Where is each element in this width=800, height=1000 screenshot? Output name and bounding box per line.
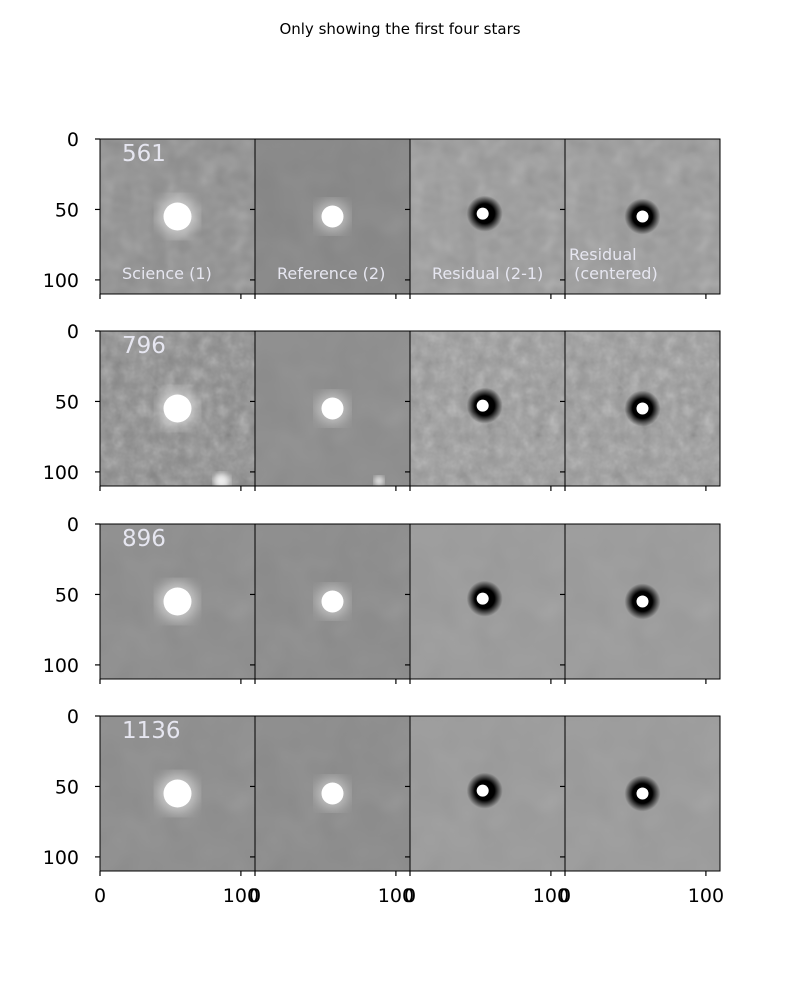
star-source — [321, 205, 344, 228]
y-tick-label: 100 — [43, 847, 79, 869]
y-tick-label: 50 — [55, 199, 79, 221]
column-label-reference: Reference (2) — [277, 264, 385, 283]
star-source — [321, 397, 344, 420]
panel-1136-science: 1136 — [99, 715, 256, 872]
column-label-residual: Residual (2-1) — [432, 264, 543, 283]
panel-561-science: Science (1) 561 — [99, 138, 256, 295]
panel-796-residual_centered — [564, 330, 721, 487]
star-source — [163, 394, 192, 423]
panel-896-reference — [254, 523, 411, 680]
panel-896-residual — [409, 523, 566, 680]
panel-1136-residual_centered — [564, 715, 721, 872]
panel-561-residual_centered: Residual (centered) — [564, 138, 721, 295]
panel-561-residual: Residual (2-1) — [409, 138, 566, 295]
star-source — [163, 587, 192, 616]
column-label-residual_centered: Residual (centered) — [569, 245, 658, 283]
y-tick-label: 0 — [67, 321, 79, 343]
residual-core — [476, 207, 489, 220]
panel-796-science: 796 — [99, 330, 256, 487]
residual-core — [476, 592, 489, 605]
star-source — [321, 782, 344, 805]
star-id-896: 896 — [122, 526, 166, 552]
y-tick-label: 100 — [43, 462, 79, 484]
panel-frame — [564, 138, 721, 295]
x-tick-label: 0 — [404, 885, 416, 907]
y-tick-label: 50 — [55, 584, 79, 606]
neighbor-source — [374, 476, 384, 486]
residual-core — [636, 402, 649, 415]
star-source — [163, 202, 192, 231]
star-source — [163, 779, 192, 808]
star-source — [321, 590, 344, 613]
y-tick-label: 50 — [55, 391, 79, 413]
x-tick-label: 100 — [533, 885, 569, 907]
y-tick-label: 100 — [43, 270, 79, 292]
x-tick-label: 100 — [688, 885, 724, 907]
panel-1136-residual — [409, 715, 566, 872]
star-id-796: 796 — [122, 333, 166, 359]
panel-896-science: 896 — [99, 523, 256, 680]
y-tick-label: 50 — [55, 776, 79, 798]
column-label-science: Science (1) — [122, 264, 212, 283]
residual-core — [636, 210, 649, 223]
x-tick-label: 0 — [249, 885, 261, 907]
y-tick-label: 100 — [43, 655, 79, 677]
residual-core — [476, 784, 489, 797]
x-tick-label: 0 — [559, 885, 571, 907]
panel-1136-reference — [254, 715, 411, 872]
panel-frame — [564, 523, 721, 680]
figure-suptitle: Only showing the first four stars — [279, 20, 520, 38]
x-tick-label: 100 — [378, 885, 414, 907]
x-tick-label: 100 — [223, 885, 259, 907]
panel-796-reference — [254, 330, 411, 487]
y-tick-label: 0 — [67, 514, 79, 536]
panel-796-residual — [409, 330, 566, 487]
panel-896-residual_centered — [564, 523, 721, 680]
panel-561-reference: Reference (2) — [254, 138, 411, 295]
residual-core — [476, 399, 489, 412]
panel-grid: Science (1) 561 Reference (2) Residual (2-1… — [99, 138, 721, 872]
star-id-1136: 1136 — [122, 718, 181, 744]
y-tick-label: 0 — [67, 706, 79, 728]
x-tick-label: 0 — [94, 885, 106, 907]
panel-frame — [564, 330, 721, 487]
neighbor-source — [214, 473, 230, 486]
residual-core — [636, 595, 649, 608]
star-id-561: 561 — [122, 141, 166, 167]
residual-core — [636, 787, 649, 800]
y-tick-label: 0 — [67, 129, 79, 151]
panel-frame — [564, 715, 721, 872]
